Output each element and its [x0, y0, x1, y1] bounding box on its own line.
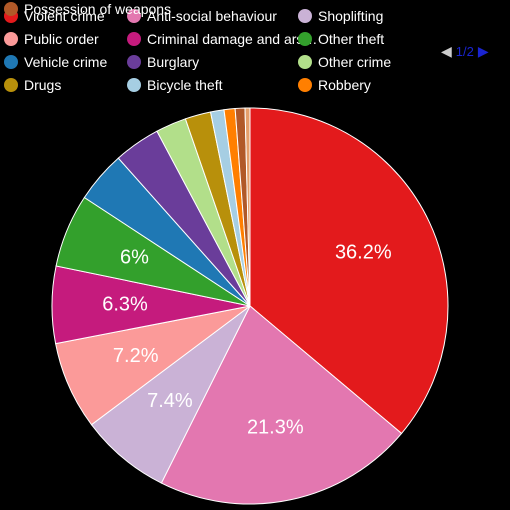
- slice-data-label: 36.2%: [335, 241, 392, 263]
- legend-label: Anti-social behaviour: [147, 8, 277, 24]
- legend-page-indicator: 1/2: [455, 43, 474, 59]
- legend-swatch: [127, 32, 141, 46]
- legend-label: Bicycle theft: [147, 77, 223, 93]
- legend-label: Burglary: [147, 54, 200, 70]
- legend-label: Possession of weapons: [24, 1, 172, 17]
- legend-swatch: [298, 9, 312, 23]
- slice-data-label: 7.2%: [113, 345, 159, 367]
- legend-label: Other theft: [318, 31, 385, 47]
- legend-label: Robbery: [318, 77, 371, 93]
- legend-swatch: [298, 78, 312, 92]
- legend-swatch: [127, 78, 141, 92]
- pie-slice: [244, 107, 251, 307]
- legend-item[interactable]: Vehicle crime: [4, 53, 107, 71]
- legend-item[interactable]: Bicycle theft: [127, 76, 222, 94]
- legend-swatch: [298, 55, 312, 69]
- slice-data-label: 6.3%: [102, 293, 148, 315]
- legend-item[interactable]: Public order: [4, 30, 99, 48]
- legend-swatch: [4, 32, 18, 46]
- legend-item[interactable]: Burglary: [127, 53, 199, 71]
- legend-swatch: [4, 78, 18, 92]
- legend-swatch: [4, 55, 18, 69]
- legend-swatch: [127, 55, 141, 69]
- legend-next-page-icon[interactable]: ▶: [477, 43, 489, 59]
- legend-label: Public order: [24, 31, 99, 47]
- legend-swatch: [298, 32, 312, 46]
- pie-slice: [160, 305, 403, 505]
- slice-data-label: 7.4%: [147, 390, 193, 412]
- legend-item[interactable]: Other theft: [298, 30, 384, 48]
- legend-swatch: [127, 9, 141, 23]
- legend-item[interactable]: Robbery: [298, 76, 371, 94]
- slice-data-label: 21.3%: [247, 417, 304, 439]
- legend-label: Violent crime: [24, 8, 105, 24]
- slice-data-label: 6%: [120, 247, 149, 269]
- legend-item[interactable]: Criminal damage and ars…: [127, 30, 317, 48]
- legend-item[interactable]: Anti-social behaviour: [127, 7, 277, 25]
- legend-item[interactable]: Drugs: [4, 76, 61, 94]
- legend-item[interactable]: Shoplifting: [298, 7, 383, 25]
- legend-item[interactable]: Possession of weapons: [4, 0, 171, 18]
- pie-slice: [249, 107, 449, 435]
- legend-label: Drugs: [24, 77, 62, 93]
- legend-item[interactable]: Other crime: [298, 53, 391, 71]
- legend-label: Vehicle crime: [24, 54, 108, 70]
- legend-label: Other crime: [318, 54, 392, 70]
- legend-pager: ◀ 1/2 ▶: [441, 41, 489, 61]
- legend: Violent crime Anti-social behaviour Shopli…: [0, 0, 510, 100]
- legend-prev-page-icon[interactable]: ◀: [441, 43, 452, 59]
- legend-label: Criminal damage and ars…: [147, 31, 318, 47]
- legend-label: Shoplifting: [318, 8, 384, 24]
- legend-swatch: [4, 2, 18, 16]
